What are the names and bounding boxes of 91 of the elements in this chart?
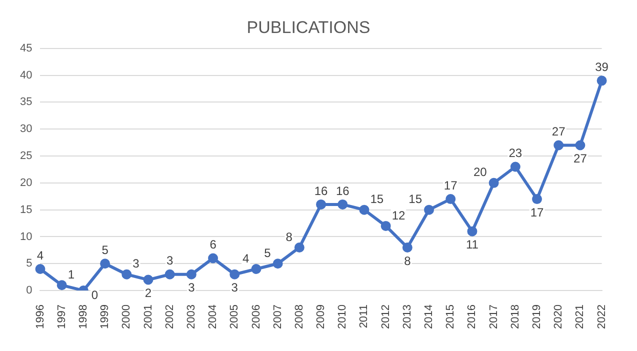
y-tick-label: 0 bbox=[26, 284, 32, 297]
y-tick-label: 10 bbox=[20, 230, 32, 243]
y-tick-label: 25 bbox=[20, 150, 32, 162]
data-label: 0 bbox=[91, 288, 98, 302]
data-label: 5 bbox=[102, 242, 109, 257]
data-label: 1 bbox=[68, 267, 75, 282]
data-label: 20 bbox=[473, 165, 488, 180]
point bbox=[272, 258, 283, 269]
point bbox=[510, 162, 520, 172]
y-tick-label: 35 bbox=[20, 96, 32, 108]
y-tick-label: 20 bbox=[20, 176, 32, 189]
data-label: 16 bbox=[336, 184, 350, 198]
data-label: 15 bbox=[370, 192, 384, 206]
y-tick-label: 5 bbox=[26, 258, 32, 270]
x-tick-label: 2019 bbox=[531, 304, 544, 330]
point bbox=[424, 204, 434, 215]
data-label: 23 bbox=[508, 146, 522, 160]
x-tick-label: 1998 bbox=[77, 304, 90, 330]
point bbox=[467, 226, 478, 236]
y-tick-label: 15 bbox=[20, 204, 32, 216]
point bbox=[164, 269, 175, 280]
chart-title: PUBLICATIONS bbox=[246, 18, 370, 37]
x-tick-label: 2008 bbox=[293, 304, 306, 330]
point bbox=[316, 199, 326, 210]
data-label: 4 bbox=[36, 248, 44, 262]
data-label: 3 bbox=[166, 254, 174, 268]
data-label: 2 bbox=[144, 286, 152, 300]
data-label: 6 bbox=[210, 238, 217, 252]
data-label: 17 bbox=[530, 205, 544, 220]
point bbox=[35, 264, 46, 274]
data-label: 8 bbox=[404, 254, 412, 268]
data-label: 12 bbox=[392, 208, 406, 222]
x-tick-label: 2009 bbox=[315, 304, 328, 330]
x-tick-label: 2011 bbox=[358, 304, 370, 328]
x-tick-label: 2021 bbox=[574, 304, 586, 330]
point bbox=[446, 194, 456, 204]
data-label: 3 bbox=[132, 256, 140, 271]
x-tick-label: 2014 bbox=[423, 304, 436, 330]
data-label: 27 bbox=[552, 124, 566, 139]
point bbox=[554, 140, 564, 150]
x-tick-label: 2013 bbox=[401, 304, 414, 330]
data-label: 3 bbox=[231, 280, 238, 295]
x-tick-label: 2004 bbox=[207, 304, 220, 330]
x-tick-label: 1999 bbox=[99, 304, 112, 330]
x-tick-label: 2010 bbox=[336, 304, 349, 330]
data-label: 8 bbox=[286, 230, 293, 244]
x-tick-label: 2001 bbox=[142, 304, 154, 330]
x-tick-label: 2018 bbox=[509, 304, 522, 330]
point bbox=[56, 280, 67, 290]
point bbox=[596, 76, 607, 86]
x-tick-label: 2005 bbox=[228, 304, 241, 330]
point bbox=[532, 194, 542, 204]
x-tick-label: 2000 bbox=[120, 304, 133, 330]
x-tick-label: 1996 bbox=[34, 304, 46, 330]
point bbox=[402, 242, 412, 252]
point bbox=[100, 258, 110, 269]
point bbox=[575, 140, 586, 150]
x-tick-label: 2002 bbox=[164, 304, 176, 330]
point bbox=[143, 274, 154, 285]
point bbox=[488, 178, 499, 188]
point bbox=[122, 269, 132, 280]
point bbox=[208, 253, 218, 264]
point bbox=[230, 269, 240, 280]
x-tick-label: 2012 bbox=[380, 304, 392, 330]
data-label: 5 bbox=[264, 246, 272, 260]
point bbox=[359, 204, 370, 215]
x-tick-label: 2017 bbox=[488, 304, 500, 330]
x-tick-label: 2006 bbox=[250, 304, 262, 330]
x-tick-label: 2020 bbox=[552, 304, 565, 330]
data-label: 4 bbox=[242, 251, 250, 266]
x-tick-label: 2015 bbox=[444, 304, 457, 330]
point bbox=[380, 220, 391, 231]
data-label: 11 bbox=[466, 238, 479, 252]
y-tick-label: 40 bbox=[20, 69, 32, 82]
point bbox=[294, 242, 304, 252]
x-tick-label: 1997 bbox=[56, 304, 68, 330]
x-tick-label: 2003 bbox=[185, 304, 198, 330]
data-label: 3 bbox=[188, 280, 196, 295]
point bbox=[251, 264, 262, 274]
data-label: 17 bbox=[444, 178, 458, 192]
data-label: 16 bbox=[314, 184, 328, 198]
data-label: 15 bbox=[408, 192, 422, 206]
x-tick-label: 2007 bbox=[272, 304, 284, 330]
y-tick-label: 30 bbox=[20, 123, 32, 136]
data-label: 27 bbox=[574, 152, 588, 166]
point bbox=[186, 269, 196, 280]
x-tick-label: 2016 bbox=[466, 304, 478, 330]
y-tick-label: 45 bbox=[20, 42, 32, 54]
data-label: 39 bbox=[595, 60, 609, 74]
x-tick-label: 2022 bbox=[596, 304, 608, 330]
point bbox=[338, 199, 348, 210]
